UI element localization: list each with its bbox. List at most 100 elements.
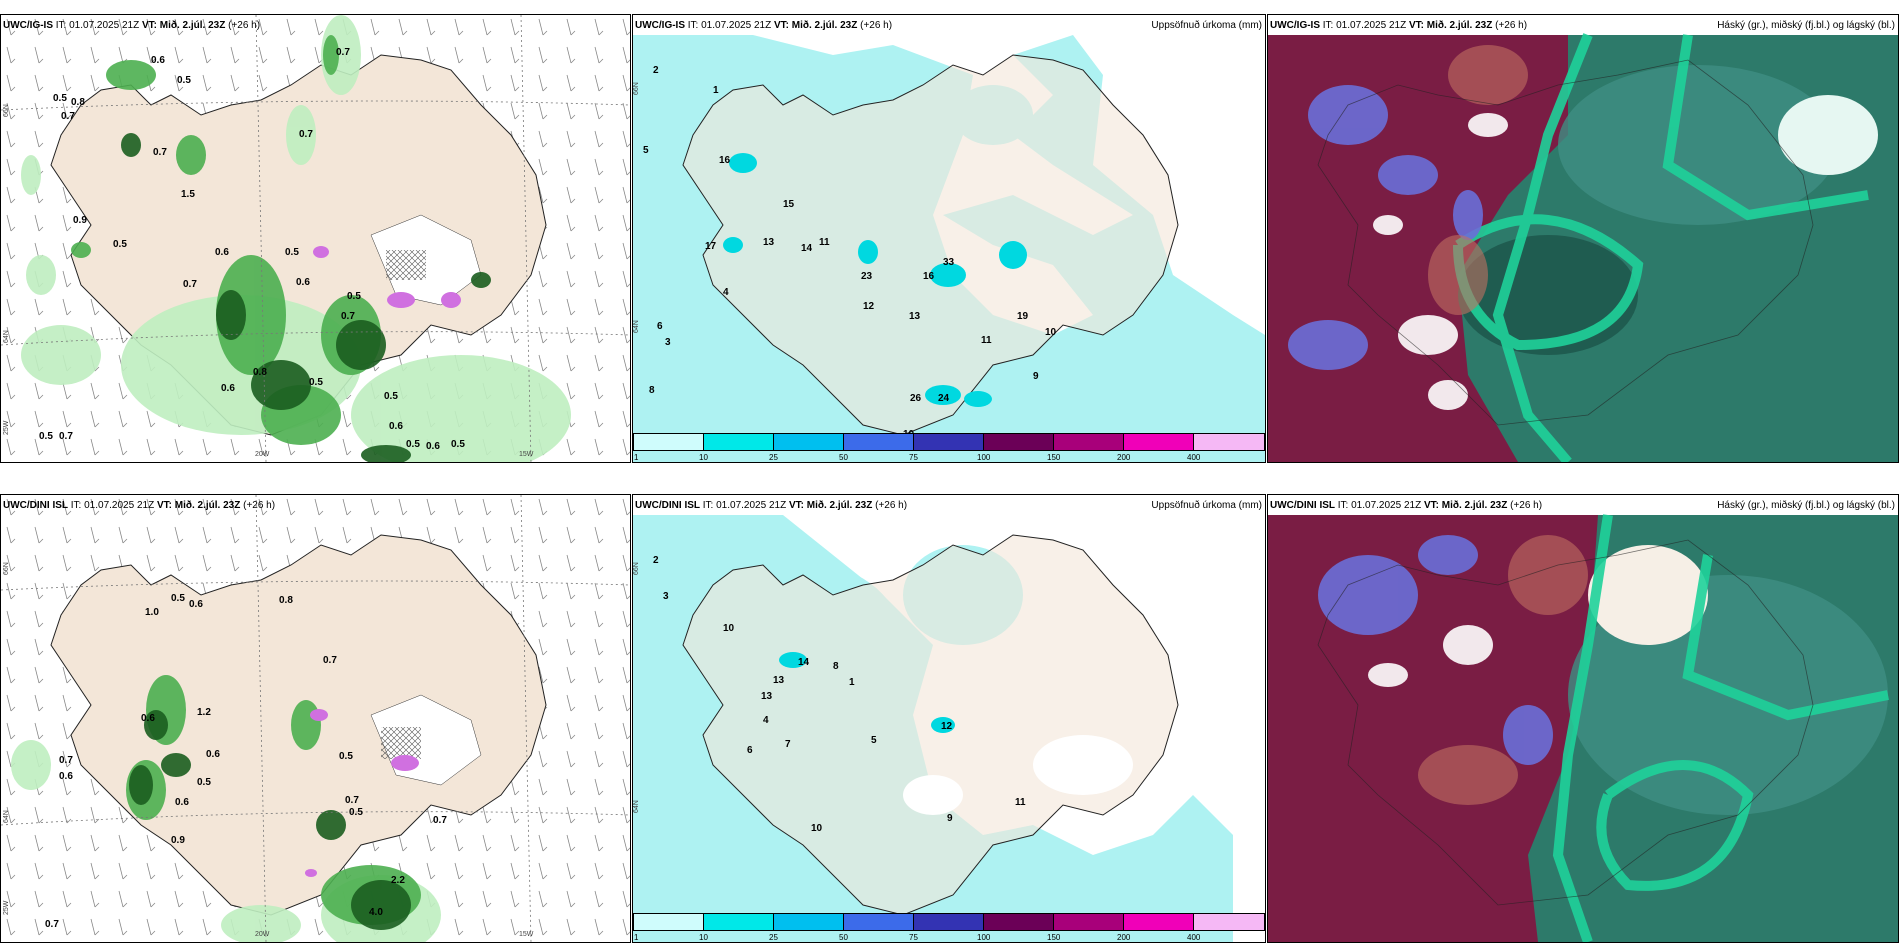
colorbar-seg [703,433,774,451]
vt-label: VT: [788,500,804,511]
value-label: 15 [783,199,795,210]
value-label: 0.9 [73,215,87,226]
lead-time: (+26 h) [1495,20,1528,31]
vt-label: VT: [773,20,789,31]
value-label: 2 [653,555,659,566]
value-label: 0.5 [177,75,191,86]
colorbar-seg [633,913,704,931]
value-label: 0.6 [296,277,310,288]
value-label: 0.7 [183,279,197,290]
value-label: 0.6 [221,383,235,394]
init-time: IT: 01.07.2025 21Z [687,20,772,31]
value-label: 1 [849,677,855,688]
precip-dark [129,710,411,930]
cloud-contours [1552,514,1889,942]
colorbar-seg [843,913,914,931]
panel-title: Uppsöfnuð úrkoma (mm) [1151,500,1262,511]
value-label: 6 [747,745,753,756]
value-label: 3 [663,591,669,602]
colorbar-seg [1123,433,1194,451]
value-label: 0.5 [113,239,127,250]
accum-precip-map [633,15,1265,462]
graticule [1,15,630,462]
colorbar-seg [1053,433,1124,451]
vt-label: VT: [1408,20,1424,31]
value-label: 14 [798,657,810,668]
colorbar-tick: 1 [634,453,639,462]
value-label: 13 [761,691,773,702]
panel-top-left: UWC/IG-IS IT: 01.07.2025 21Z VT: Mið. 2.… [0,14,631,463]
colorbar-tick: 150 [1047,933,1061,942]
value-label: 19 [1017,311,1029,322]
value-label: 0.6 [206,749,220,760]
iceland-land [682,54,1179,436]
colorbar-seg [1053,913,1124,931]
init-time: IT: 01.07.2025 21Z [1322,20,1407,31]
value-label: 0.6 [426,441,440,452]
value-label: 0.7 [433,815,447,826]
colorbar-seg [983,433,1054,451]
lon-label-25w: 25W [3,900,10,915]
colorbar-seg [1123,913,1194,931]
lon-label-20w: 20W [255,451,270,458]
colorbar-tick: 100 [977,933,991,942]
init-time: IT: 01.07.2025 21Z [55,20,140,31]
value-label: 0.8 [71,97,85,108]
lead-time: (+26 h) [860,20,893,31]
colorbar-tick: 10 [699,453,708,462]
model-name: UWC/DINI ISL [1270,500,1335,511]
hatched-area [386,250,426,280]
value-label: 6 [657,321,663,332]
value-label: 0.5 [285,247,299,258]
valid-time: Mið. 2.júl. 23Z [791,20,858,31]
colorbar-tick: 75 [909,933,918,942]
lon-label-25w: 25W [3,420,10,435]
value-label: 1.0 [145,607,159,618]
cloud-mid [1428,45,1528,315]
colorbar-tick: 1 [634,933,639,942]
colorbar-seg [913,913,984,931]
value-label: 0.8 [279,595,293,606]
accum-precip-map [633,495,1265,942]
model-name: UWC/IG-IS [3,20,53,31]
value-label: 1.2 [197,707,211,718]
value-label: 8 [649,385,655,396]
panel-top-mid: UWC/IG-IS IT: 01.07.2025 21Z VT: Mið. 2.… [632,14,1266,463]
cloud-mid [1418,535,1588,805]
colorbar-seg [633,433,704,451]
colorbar-tick: 50 [839,933,848,942]
value-label: 16 [923,271,935,282]
colorbar-tick: 200 [1117,453,1131,462]
colorbar-seg [843,433,914,451]
lon-label-20w: 20W [255,931,270,938]
valid-time: Mið. 2.júl. 23Z [174,500,241,511]
value-label: 24 [938,393,950,404]
value-label: 0.7 [61,111,75,122]
panel-title: Háský (gr.), miðský (fj.bl.) og lágský (… [1717,20,1895,31]
colorbar-seg [1193,433,1265,451]
cloud-map [1268,514,1898,942]
value-label: 9 [947,813,953,824]
value-label: 0.7 [345,795,359,806]
precip-heavier [723,153,1027,407]
colorbar-tick: 150 [1047,453,1061,462]
value-label: 12 [941,721,953,732]
valid-time: Mið. 2.júl. 23Z [806,500,873,511]
value-label: 0.6 [59,771,73,782]
value-label: 10 [1045,327,1057,338]
value-label: 11 [981,335,992,346]
value-label: 0.5 [406,439,420,450]
colorbar-tick: 25 [769,933,778,942]
value-label: 8 [833,661,839,672]
value-label: 4.0 [369,907,383,918]
precip-heavier [779,652,955,733]
value-label: 0.5 [451,439,465,450]
value-label: 12 [863,301,875,312]
colorbar: 1 10 25 50 75 100 150 200 400 [633,913,1265,942]
precip-heavy [305,709,419,877]
value-label: 0.7 [59,755,73,766]
panel-header: UWC/DINI ISL IT: 01.07.2025 21Z VT: Mið.… [635,500,907,511]
graticule [1,495,630,942]
value-label: 5 [643,145,649,156]
panel-header: UWC/IG-IS IT: 01.07.2025 21Z VT: Mið. 2.… [3,20,260,31]
